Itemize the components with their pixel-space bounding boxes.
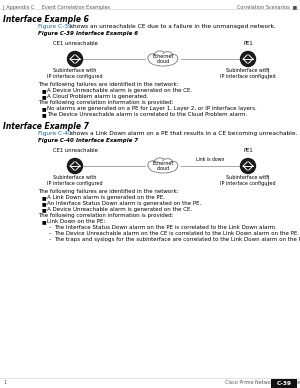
Text: ■: ■ xyxy=(42,88,46,93)
Text: Cisco Prime Network 4.3.2 User Guide: Cisco Prime Network 4.3.2 User Guide xyxy=(225,380,300,385)
Ellipse shape xyxy=(169,161,178,169)
Text: No alarms are generated on a PE for Layer 1, Layer 2, or IP interface layers.: No alarms are generated on a PE for Laye… xyxy=(47,106,257,111)
Text: An Interface Status Down alarm is generated on the PE.: An Interface Status Down alarm is genera… xyxy=(47,201,201,206)
Text: ■: ■ xyxy=(42,112,46,117)
Text: | Appendix C     Event Correlation Examples: | Appendix C Event Correlation Examples xyxy=(3,4,110,9)
Text: The following correlation information is provided:: The following correlation information is… xyxy=(38,100,173,105)
Text: –: – xyxy=(49,237,52,242)
Ellipse shape xyxy=(148,54,158,62)
Ellipse shape xyxy=(149,54,177,66)
Circle shape xyxy=(68,159,82,173)
Ellipse shape xyxy=(149,161,177,173)
Text: The Device Unreachable alarm is correlated to the Cloud Problem alarm.: The Device Unreachable alarm is correlat… xyxy=(47,112,247,117)
Ellipse shape xyxy=(154,51,166,60)
Text: A Link Down alarm is generated on the PE.: A Link Down alarm is generated on the PE… xyxy=(47,195,165,200)
Text: Figure C-39: Figure C-39 xyxy=(38,31,74,36)
Text: Subinterface with
IP interface configured: Subinterface with IP interface configure… xyxy=(47,68,103,79)
Ellipse shape xyxy=(162,159,173,167)
Text: A Device Unreachable alarm is generated on the CE.: A Device Unreachable alarm is generated … xyxy=(47,88,192,93)
Text: Ethernet
cloud: Ethernet cloud xyxy=(152,161,174,171)
Text: Subinterface with
IP interface configured: Subinterface with IP interface configure… xyxy=(220,175,276,186)
Text: –: – xyxy=(49,231,52,236)
Text: Subinterface with
IP interface configured: Subinterface with IP interface configure… xyxy=(47,175,103,186)
Text: The traps and syslogs for the subinterface are correlated to the Link Down alarm: The traps and syslogs for the subinterfa… xyxy=(54,237,300,242)
Text: The Device Unreachable alarm on the CE is correlated to the Link Down alarm on t: The Device Unreachable alarm on the CE i… xyxy=(54,231,299,236)
Ellipse shape xyxy=(162,52,173,60)
Text: Interface Example 6: Interface Example 6 xyxy=(76,31,138,36)
Text: Figure C-39: Figure C-39 xyxy=(38,24,72,29)
Text: Subinterface with
IP interface configured: Subinterface with IP interface configure… xyxy=(220,68,276,79)
Text: A Device Unreachable alarm is generated on the CE.: A Device Unreachable alarm is generated … xyxy=(47,207,192,212)
Text: Interface Example 6: Interface Example 6 xyxy=(3,15,89,24)
Text: C-39: C-39 xyxy=(277,381,292,386)
Text: ■: ■ xyxy=(42,219,46,224)
Ellipse shape xyxy=(148,161,158,169)
Text: The Interface Status Down alarm on the PE is correlated to the Link Down alarm.: The Interface Status Down alarm on the P… xyxy=(54,225,277,230)
Ellipse shape xyxy=(149,55,177,65)
Text: Interface Example 7: Interface Example 7 xyxy=(76,138,138,143)
Ellipse shape xyxy=(154,158,166,167)
Ellipse shape xyxy=(152,54,174,62)
Text: The following failures are identified in the network:: The following failures are identified in… xyxy=(38,189,178,194)
FancyBboxPatch shape xyxy=(271,379,297,388)
Circle shape xyxy=(68,52,82,66)
Text: Correlation Scenarios  ■: Correlation Scenarios ■ xyxy=(237,4,297,9)
Text: ■: ■ xyxy=(42,207,46,212)
Text: Link Down on the PE:: Link Down on the PE: xyxy=(47,219,105,224)
Text: PE1: PE1 xyxy=(243,148,253,153)
Text: A Cloud Problem alarm is generated.: A Cloud Problem alarm is generated. xyxy=(47,94,148,99)
Text: CE1 unreachable: CE1 unreachable xyxy=(52,41,98,46)
Text: Figure C-40: Figure C-40 xyxy=(38,131,72,136)
Text: 1: 1 xyxy=(3,380,6,385)
Text: The following correlation information is provided:: The following correlation information is… xyxy=(38,213,173,218)
Text: Link is down: Link is down xyxy=(196,157,225,162)
Text: ■: ■ xyxy=(42,201,46,206)
Text: ■: ■ xyxy=(42,106,46,111)
Text: CE1 unreachable: CE1 unreachable xyxy=(52,148,98,153)
Text: shows a Link Down alarm on a PE that results in a CE becoming unreachable.: shows a Link Down alarm on a PE that res… xyxy=(68,131,298,136)
Text: ■: ■ xyxy=(42,195,46,200)
Text: Figure C-40: Figure C-40 xyxy=(38,138,74,143)
Circle shape xyxy=(241,52,256,66)
Ellipse shape xyxy=(152,161,174,169)
Text: ■: ■ xyxy=(42,94,46,99)
Ellipse shape xyxy=(169,54,178,62)
Text: The following failures are identified in the network:: The following failures are identified in… xyxy=(38,82,178,87)
Circle shape xyxy=(241,159,256,173)
Text: PE1: PE1 xyxy=(243,41,253,46)
Text: shows an unreachable CE due to a failure in the unmanaged network.: shows an unreachable CE due to a failure… xyxy=(68,24,276,29)
Ellipse shape xyxy=(149,162,177,172)
Text: –: – xyxy=(49,225,52,230)
Text: Interface Example 7: Interface Example 7 xyxy=(3,122,89,131)
Text: Ethernet
cloud: Ethernet cloud xyxy=(152,54,174,64)
